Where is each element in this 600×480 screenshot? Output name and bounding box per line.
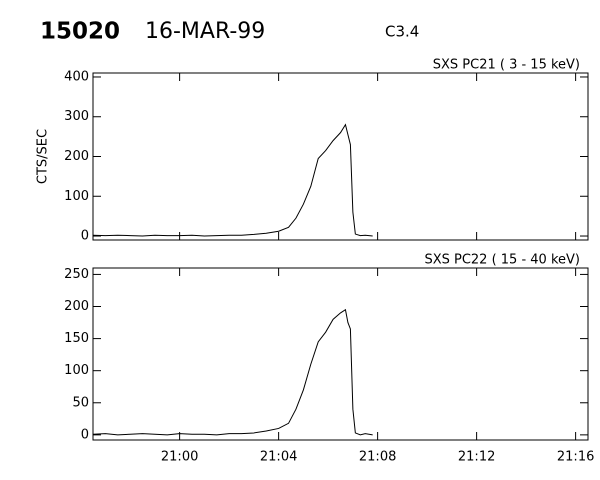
panel-title: SXS PC21 ( 3 - 15 keV) [433,58,580,73]
y-tick-label: 200 [64,299,89,314]
y-tick-label: 100 [64,189,89,204]
y-tick-label: 50 [72,395,89,410]
x-tick-label: 21:12 [458,450,495,465]
y-tick-label: 400 [64,69,89,84]
y-tick-label: 300 [64,109,89,124]
x-tick-label: 21:00 [161,450,198,465]
date: 16-MAR-99 [145,19,265,44]
x-tick-label: 21:04 [260,450,297,465]
plot-frame [92,72,589,241]
x-tick-label: 21:08 [359,450,396,465]
x-tick-label: 21:16 [557,450,594,465]
flare-class: C3.4 [385,23,419,41]
y-tick-label: 200 [64,149,89,164]
y-axis-label: CTS/SEC [36,129,51,184]
y-tick-label: 250 [64,267,89,282]
panel-title: SXS PC22 ( 15 - 40 keV) [424,253,580,268]
data-line [92,308,373,436]
flare-id: 15020 [40,19,120,45]
y-tick-label: 100 [64,363,89,378]
plot-frame [92,267,589,441]
data-line [92,123,373,237]
y-tick-label: 0 [81,427,89,442]
y-tick-label: 150 [64,331,89,346]
y-tick-label: 0 [81,229,89,244]
